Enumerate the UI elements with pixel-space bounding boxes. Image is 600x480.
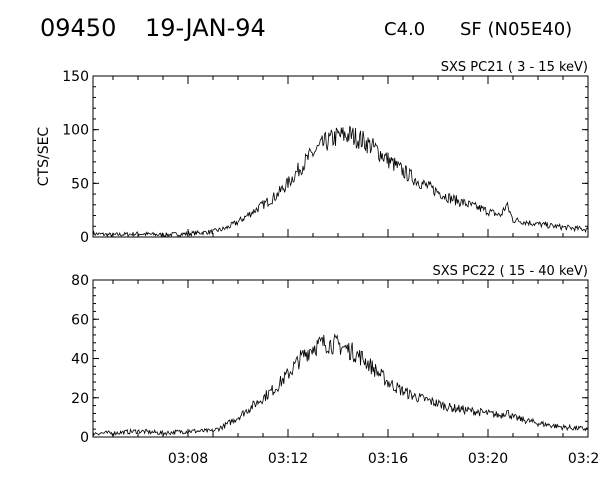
y-tick-label: 150 bbox=[62, 69, 89, 85]
event-id: 09450 bbox=[40, 14, 117, 42]
y-tick-label: 60 bbox=[71, 312, 89, 328]
x-tick-label: 03:20 bbox=[468, 451, 508, 467]
panel-title-2: SXS PC22 ( 15 - 40 keV) bbox=[432, 264, 588, 279]
y-tick-label: 20 bbox=[71, 391, 89, 407]
y-tick-label: 0 bbox=[80, 230, 89, 246]
x-tick-label: 03:08 bbox=[168, 451, 208, 467]
x-tick-label: 03:24 bbox=[568, 451, 600, 467]
flare-location: SF (N05E40) bbox=[460, 19, 573, 40]
y-tick-label: 50 bbox=[71, 176, 89, 192]
plot-frame-2 bbox=[92, 279, 589, 438]
y-axis-label: CTS/SEC bbox=[36, 127, 52, 187]
flare-class: C4.0 bbox=[384, 19, 426, 40]
y-tick-label: 0 bbox=[80, 430, 89, 446]
y-tick-label: 80 bbox=[71, 273, 89, 289]
event-date: 19-JAN-94 bbox=[145, 14, 266, 42]
y-tick-label: 40 bbox=[71, 352, 89, 368]
panel-title-1: SXS PC21 ( 3 - 15 keV) bbox=[441, 60, 588, 75]
plot-frame-1 bbox=[92, 75, 589, 238]
x-tick-label: 03:12 bbox=[268, 451, 308, 467]
y-tick-label: 100 bbox=[62, 123, 89, 139]
series-line-1 bbox=[92, 126, 589, 238]
x-tick-label: 03:16 bbox=[368, 451, 408, 467]
series-line-2 bbox=[92, 333, 589, 437]
